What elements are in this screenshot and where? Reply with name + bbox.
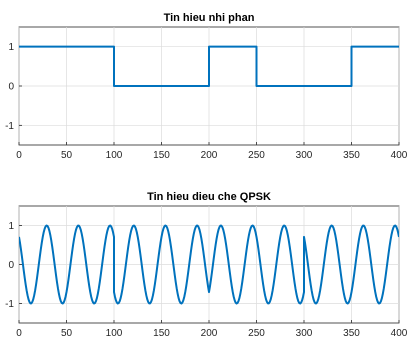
x-tick-label: 50 (61, 150, 73, 161)
chart-2: 0 50 100 150 200 250 300 350 400 -1 0 1 Tin hieu die… (5, 191, 408, 339)
x-tick-label: 0 (16, 150, 22, 161)
x-tick-label: 0 (16, 328, 22, 339)
y-tick-label: 0 (8, 82, 14, 93)
x-tick-label: 300 (296, 328, 313, 339)
series-line (19, 224, 399, 305)
x-tick-label: 100 (106, 328, 123, 339)
x-tick-label: 250 (248, 150, 265, 161)
y-tick-label: 1 (8, 42, 14, 53)
x-tick-label: 300 (296, 150, 313, 161)
x-tick-label: 400 (391, 150, 408, 161)
x-tick-label: 150 (153, 328, 170, 339)
y-tick-label: 1 (8, 221, 14, 232)
x-tick-label: 200 (201, 328, 218, 339)
x-tick-label: 100 (106, 150, 123, 161)
y-tick-label: -1 (5, 121, 14, 132)
x-tick-label: 250 (248, 328, 265, 339)
x-tick-label: 50 (61, 328, 73, 339)
x-tick-label: 400 (391, 328, 408, 339)
chart-title: Tin hieu dieu che QPSK (147, 191, 271, 203)
grid (18, 206, 400, 323)
series-line (19, 45, 399, 87)
y-tick-label: 0 (8, 260, 14, 271)
x-tick-label: 350 (343, 150, 360, 161)
y-tick-label: -1 (5, 299, 14, 310)
x-tick-label: 350 (343, 328, 360, 339)
x-tick-label: 200 (201, 150, 218, 161)
x-tick-label: 150 (153, 150, 170, 161)
chart-1: 0 50 100 150 200 250 300 350 400 -1 0 1 Tin hieu nhi… (5, 12, 408, 161)
chart-title: Tin hieu nhi phan (164, 12, 255, 24)
